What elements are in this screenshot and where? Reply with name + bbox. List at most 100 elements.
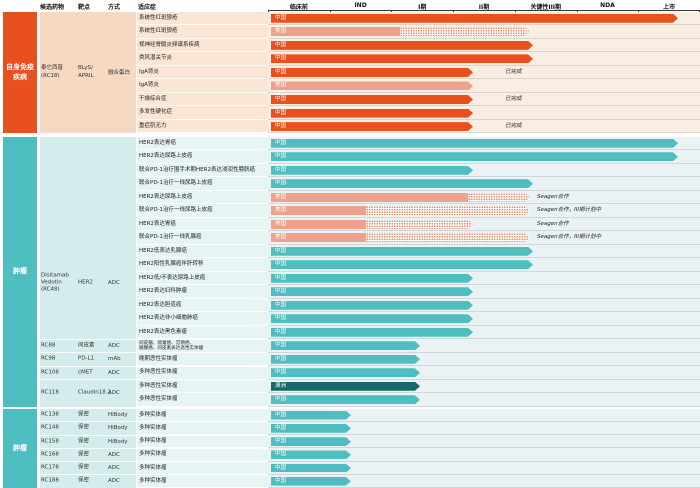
indication-cell: 干燥综合症	[137, 93, 268, 107]
drug-cell: RC168	[41, 451, 59, 458]
drug-cell: RC118	[41, 389, 59, 396]
target-cell: 保密	[78, 451, 90, 458]
region-label: 中国	[275, 14, 287, 21]
region-label: 美国	[275, 207, 287, 214]
indication-label: IgA肾炎	[139, 68, 159, 75]
drug-cell: RC178	[41, 464, 59, 471]
indication-label: 多种恶性实体瘤	[139, 369, 178, 376]
region-label: 中国	[275, 425, 287, 432]
modality-cell: mAb	[108, 356, 121, 363]
phase-bar: 美国	[271, 192, 468, 202]
phase-bar: 中国	[271, 14, 678, 23]
indication-label: HER2表达黑色素瘤	[139, 328, 187, 335]
region-label: 美国	[275, 234, 287, 241]
region-label: 中国	[275, 41, 287, 48]
phase-bar: 中国	[271, 152, 678, 161]
indication-cell: 间皮瘤、卵巢癌、宫颈癌、 胰腺癌、间皮素表达恶性实体瘤	[137, 339, 268, 353]
target-cell: BLyS/ APRIL	[78, 65, 94, 79]
phase-bar: 中国	[271, 437, 351, 446]
phase-bar: 中国	[271, 301, 473, 310]
indication-cell: 联合PD-1治疗一线乳腺癌	[137, 231, 268, 245]
note-label: 已完成	[505, 68, 522, 75]
indication-label: HER2表达非小细胞肺癌	[139, 315, 198, 322]
region-label: 中国	[275, 247, 287, 254]
category-block: 肿瘤	[3, 408, 37, 488]
indication-cell: IgA肾炎	[137, 66, 268, 80]
phase-bar: 中国	[271, 122, 473, 131]
drug-cell: RC158	[41, 438, 59, 445]
indication-label: HER2表达胃癌	[139, 139, 176, 146]
region-label: 澳洲	[275, 382, 287, 389]
phase-header: NDA	[600, 2, 615, 9]
column-header-modality: 方式	[108, 4, 121, 11]
indication-label: HER2表达妇科肿瘤	[139, 288, 187, 295]
phase-bar: 中国	[271, 477, 351, 486]
region-label: 中国	[275, 153, 287, 160]
column-header-target: 靶点	[78, 4, 91, 11]
target-cell: 保密	[78, 477, 90, 484]
region-label: 美国	[275, 220, 287, 227]
region-label: 中国	[275, 355, 287, 362]
indication-cell: 晚期恶性实体瘤	[137, 353, 268, 367]
phase-bar: 中国	[271, 260, 533, 269]
region-label: 中国	[275, 477, 287, 484]
indication-cell: HER2表达胃癌	[137, 137, 268, 151]
region-label: 美国	[275, 82, 287, 89]
indication-label: 晚期恶性实体瘤	[139, 355, 178, 362]
indication-label: HER2阳性乳腺癌伴肝转移	[139, 261, 204, 268]
indication-cell: HER2表达胆道癌	[137, 299, 268, 313]
phase-bar: 美国	[271, 233, 366, 243]
indication-label: HER2表达胃癌	[139, 220, 176, 227]
phase-header: 关键性III期	[530, 4, 562, 11]
phase-header: II期	[478, 4, 490, 11]
region-label: 中国	[275, 369, 287, 376]
indication-label: HER2表达尿路上皮癌	[139, 153, 193, 160]
drug-cell: 泰它西普 (RC18)	[41, 65, 64, 79]
indication-cell: HER2低表达乳腺癌	[137, 245, 268, 259]
indication-label: 系统性红斑狼疮	[139, 14, 178, 21]
phase-bar: 中国	[271, 179, 533, 188]
indication-cell: 多种实体瘤	[137, 435, 268, 449]
note-label: 已完成	[505, 122, 522, 129]
phase-bar: 中国	[271, 355, 420, 364]
region-label: 中国	[275, 68, 287, 75]
indication-label: 系统性红斑狼疮	[139, 28, 178, 35]
target-cell: 保密	[78, 424, 90, 431]
drug-cell: RC88	[41, 342, 56, 349]
group-separator	[40, 461, 268, 463]
region-label: 美国	[275, 193, 287, 200]
phase-bar: 美国	[271, 206, 366, 216]
category-block: 肿瘤	[3, 136, 37, 407]
chart-row-band	[268, 474, 700, 488]
phase-bar: 中国	[271, 41, 533, 50]
indication-label: 视神经脊髓炎频谱系疾病	[139, 41, 200, 48]
region-label: 中国	[275, 315, 287, 322]
modality-cell: ADC	[108, 390, 120, 397]
target-cell: Claudin18.2	[78, 389, 111, 396]
note-label: Seagen合作，III期计划中	[537, 207, 601, 214]
drug-cell: RC98	[41, 355, 56, 362]
phase-bar: 美国	[271, 27, 400, 37]
modality-cell: ADC	[108, 342, 120, 349]
drug-cell: RC148	[41, 424, 59, 431]
phase-bar: 中国	[271, 274, 473, 283]
phase-bar: 中国	[271, 68, 473, 77]
phase-bar: 美国	[271, 81, 473, 90]
group-separator	[40, 421, 268, 423]
indication-cell: 多种实体瘤	[137, 409, 268, 422]
indication-label: HER2低/不表达尿路上皮癌	[139, 274, 206, 281]
indication-label: 多发性硬化症	[139, 109, 173, 116]
phase-header: I期	[418, 4, 427, 11]
indication-cell: 重症肌无力	[137, 120, 268, 134]
modality-cell: HiBody	[108, 438, 128, 445]
region-label: 中国	[275, 139, 287, 146]
indication-cell: 类风湿关节炎	[137, 52, 268, 66]
phase-bar: 美国	[271, 219, 366, 229]
indication-label: HER2表达胆道癌	[139, 301, 182, 308]
region-label: 中国	[275, 328, 287, 335]
indication-cell: HER2表达胃癌	[137, 218, 268, 232]
region-label: 中国	[275, 109, 287, 116]
column-header-indication: 适应症	[138, 4, 157, 11]
indication-label: 多种实体瘤	[139, 411, 167, 418]
